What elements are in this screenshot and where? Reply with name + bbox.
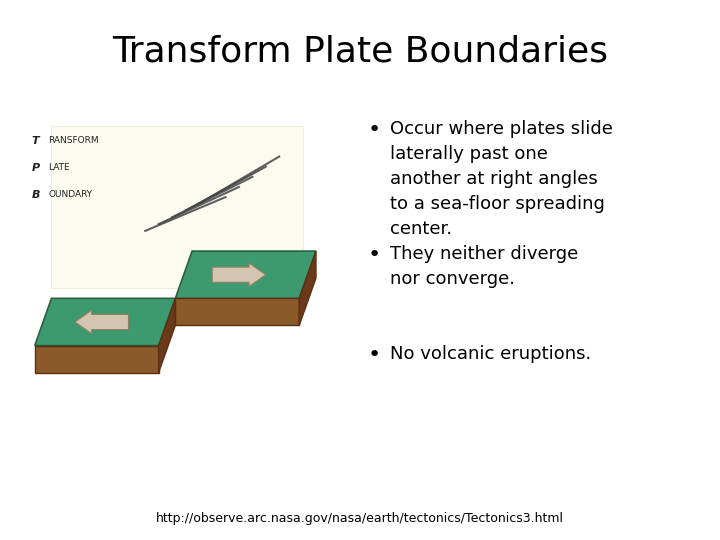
Polygon shape <box>158 298 176 373</box>
Text: Transform Plate Boundaries: Transform Plate Boundaries <box>112 35 608 69</box>
Polygon shape <box>300 251 316 325</box>
Polygon shape <box>176 251 316 298</box>
Text: Occur where plates slide
laterally past one
another at right angles
to a sea-flo: Occur where plates slide laterally past … <box>390 120 613 238</box>
FancyArrow shape <box>212 263 266 287</box>
Text: RANSFORM: RANSFORM <box>48 137 99 145</box>
Text: http://observe.arc.nasa.gov/nasa/earth/tectonics/Tectonics3.html: http://observe.arc.nasa.gov/nasa/earth/t… <box>156 512 564 525</box>
Text: LATE: LATE <box>48 163 70 172</box>
FancyArrow shape <box>75 310 128 334</box>
Text: •: • <box>367 245 381 265</box>
Text: T: T <box>32 137 39 146</box>
Text: OUNDARY: OUNDARY <box>48 191 92 199</box>
Text: B: B <box>32 191 40 200</box>
Text: •: • <box>367 120 381 140</box>
Text: They neither diverge
nor converge.: They neither diverge nor converge. <box>390 245 578 288</box>
Text: •: • <box>367 345 381 365</box>
Polygon shape <box>35 346 158 373</box>
FancyBboxPatch shape <box>52 126 302 288</box>
Polygon shape <box>35 298 176 346</box>
Text: No volcanic eruptions.: No volcanic eruptions. <box>390 345 591 363</box>
Polygon shape <box>176 298 300 325</box>
Text: P: P <box>32 163 40 173</box>
